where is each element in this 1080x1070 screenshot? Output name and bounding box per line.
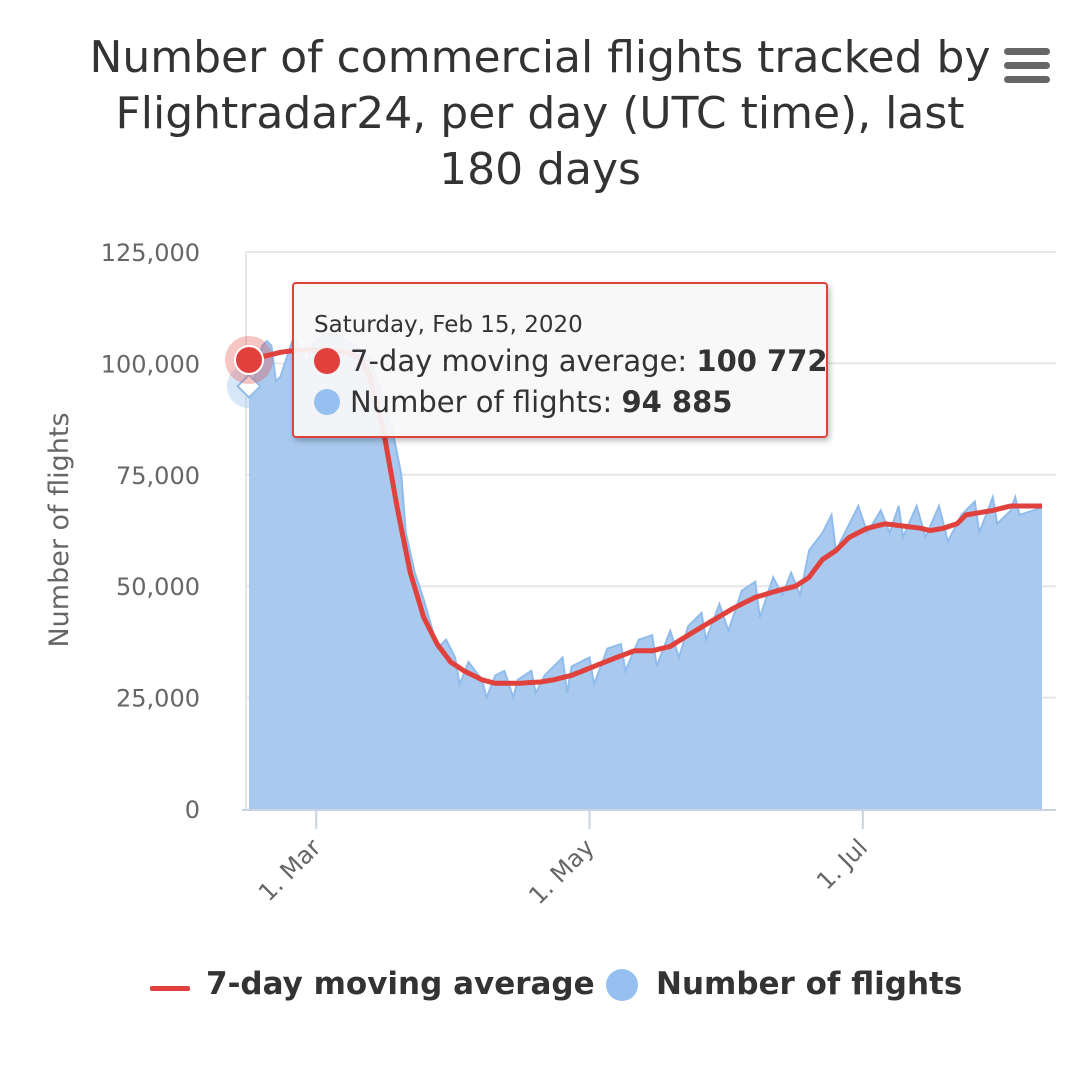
hamburger-menu-button[interactable]: [1004, 48, 1050, 88]
tooltip-flights-label: Number of flights:: [350, 385, 622, 419]
tooltip-average-label: 7-day moving average:: [350, 344, 697, 378]
tooltip-row-flights: Number of flights: 94 885: [314, 385, 732, 419]
flights-dot-icon: [314, 389, 340, 415]
tooltip-date: Saturday, Feb 15, 2020: [314, 312, 583, 338]
legend-flights-label: Number of flights: [656, 966, 963, 1002]
x-tick-label: 1. May: [523, 833, 599, 909]
x-tick-label: 1. Jul: [811, 833, 873, 895]
y-axis: 0 25,000 50,000 75,000 100,000 125,000: [101, 239, 200, 824]
y-axis-title: Number of flights: [44, 412, 75, 647]
average-point-marker: [234, 344, 264, 375]
menu-bar-icon: [1004, 62, 1050, 69]
highlight-markers: [225, 335, 273, 409]
y-tick-label: 75,000: [116, 462, 200, 490]
circle-swatch-icon: [606, 969, 638, 1001]
menu-bar-icon: [1004, 76, 1050, 83]
line-swatch-icon: [150, 986, 190, 991]
y-tick-label: 125,000: [101, 239, 200, 267]
y-tick-label: 0: [185, 796, 200, 824]
legend-average-label: 7-day moving average: [206, 966, 595, 1002]
tooltip-row-average: 7-day moving average: 100 772: [314, 344, 828, 378]
chart-title: Number of commercial flights tracked by …: [89, 32, 991, 195]
tooltip-average-value: 100 772: [696, 344, 828, 378]
flights-area: [249, 332, 1042, 809]
tooltip-flights-value: 94 885: [621, 385, 733, 419]
tooltip: Saturday, Feb 15, 2020 7-day moving aver…: [292, 282, 828, 438]
y-tick-label: 100,000: [101, 350, 200, 378]
y-tick-label: 50,000: [116, 573, 200, 601]
average-dot-icon: [314, 348, 340, 374]
x-tick-label: 1. Mar: [253, 833, 326, 906]
menu-bar-icon: [1004, 48, 1050, 55]
x-axis: 1. Mar 1. May 1. Jul: [242, 809, 1056, 910]
y-tick-label: 25,000: [116, 685, 200, 713]
flights-point-marker: [236, 373, 262, 399]
